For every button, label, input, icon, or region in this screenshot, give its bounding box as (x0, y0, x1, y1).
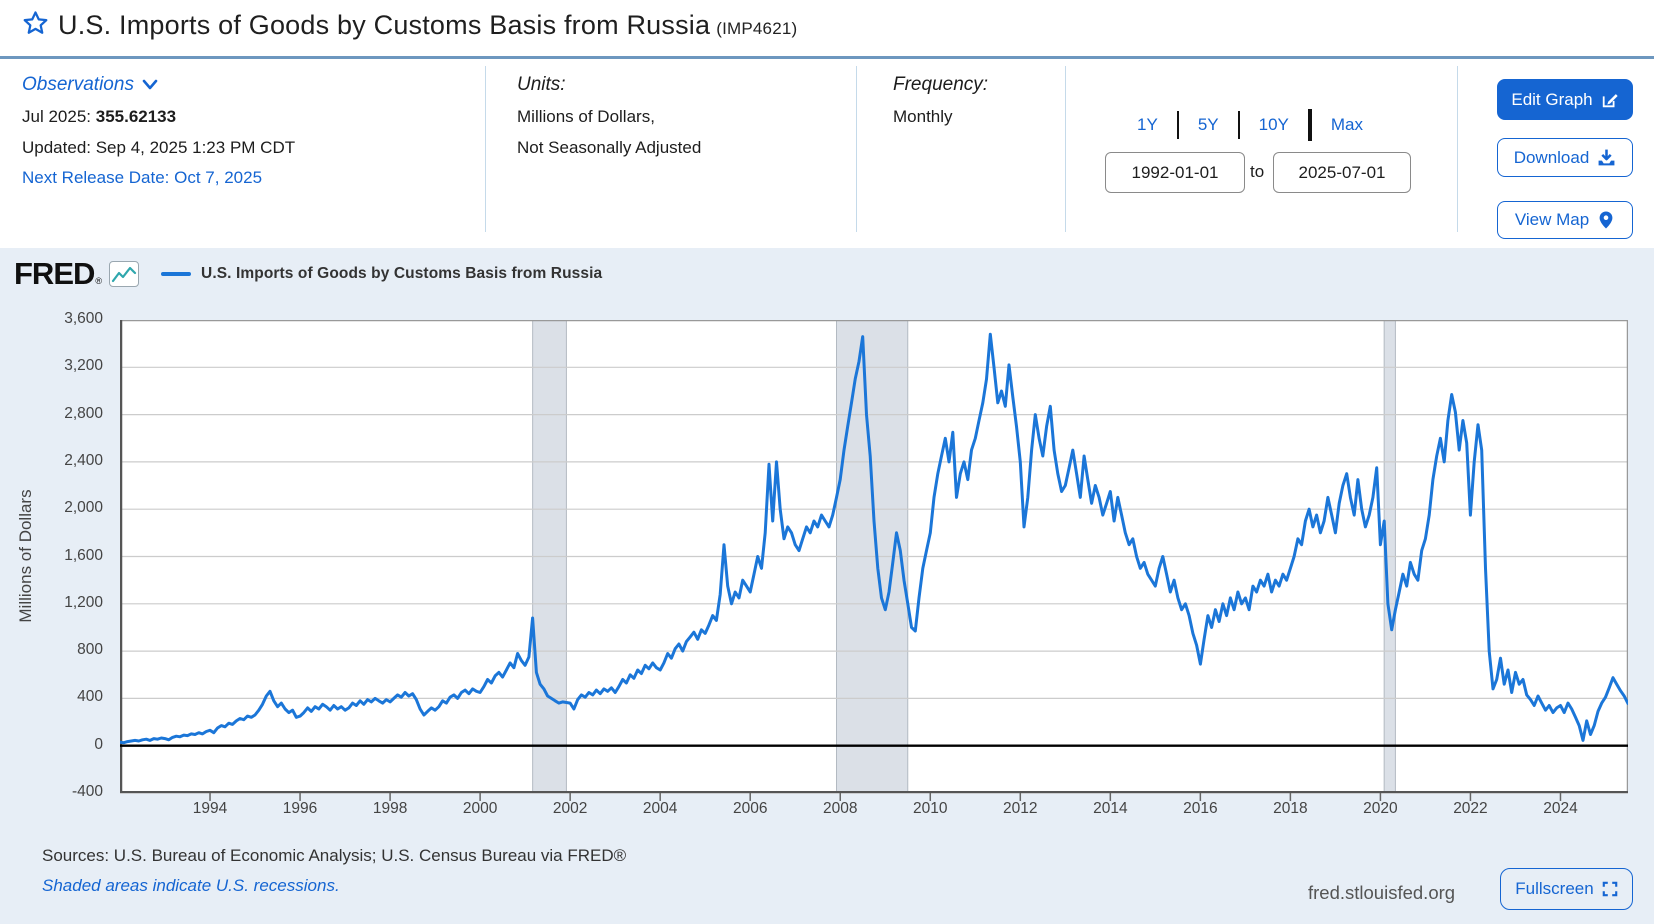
y-axis-tick-label: 800 (77, 641, 103, 659)
y-axis-tick-label: -400 (71, 783, 103, 800)
x-axis-tick-label: 2006 (732, 800, 768, 817)
units-label: Units: (517, 74, 566, 95)
series-legend-swatch (161, 272, 192, 276)
y-axis-tick-label: 1,200 (64, 593, 103, 611)
download-button[interactable]: Download (1497, 138, 1633, 177)
edit-graph-button[interactable]: Edit Graph (1497, 79, 1633, 120)
x-axis-tick-label: 2024 (1543, 800, 1578, 817)
favorite-star-icon[interactable] (22, 10, 49, 42)
end-date-input[interactable] (1273, 152, 1411, 193)
fred-logo[interactable]: FRED (14, 256, 95, 291)
next-release-link[interactable]: Next Release Date: Oct 7, 2025 (22, 168, 263, 187)
x-axis-tick-label: 1994 (192, 800, 228, 817)
map-pin-icon (1599, 211, 1613, 229)
chart-header: FRED ® U.S. Imports of Goods by Customs … (14, 256, 603, 291)
preset-separator (1176, 111, 1179, 139)
fred-chart-logo-icon (109, 261, 140, 287)
x-axis-tick-label: 1996 (282, 800, 318, 817)
x-axis-tick-label: 2004 (642, 800, 678, 817)
x-axis-tick-label: 2018 (1273, 800, 1308, 817)
x-axis-tick-label: 2022 (1453, 800, 1488, 817)
x-axis-tick-label: 2000 (462, 800, 498, 817)
series-legend-label: U.S. Imports of Goods by Customs Basis f… (201, 265, 603, 282)
range-preset-5y[interactable]: 5Y (1197, 115, 1219, 134)
range-preset-10y[interactable]: 10Y (1258, 115, 1289, 134)
edit-pencil-icon (1602, 93, 1618, 107)
x-axis-tick-label: 2020 (1363, 800, 1398, 817)
fullscreen-label: Fullscreen (1515, 879, 1594, 898)
frequency-label: Frequency: (893, 74, 989, 95)
observations-label: Observations (22, 74, 134, 95)
series-title-text: U.S. Imports of Goods by Customs Basis f… (58, 10, 711, 40)
y-axis-tick-label: 2,000 (64, 499, 103, 517)
y-axis-tick-label: 3,600 (64, 310, 103, 327)
y-axis-tick-label: 2,400 (64, 451, 103, 469)
series-id: (IMP4621) (716, 19, 798, 38)
time-series-plot[interactable] (120, 320, 1628, 802)
frequency-value: Monthly (893, 107, 953, 126)
latest-observation: Jul 2025: 355.62133 (22, 107, 176, 127)
sources-text: Sources: U.S. Bureau of Economic Analysi… (42, 846, 627, 865)
range-preset-group: 1Y 5Y 10Y Max (1100, 108, 1400, 142)
y-axis-tick-label: 1,600 (64, 546, 103, 564)
x-axis-tick-label: 2012 (1003, 800, 1038, 817)
start-date-input[interactable] (1105, 152, 1245, 193)
units-value-line1: Millions of Dollars, (517, 107, 655, 126)
y-axis-tick-label: 0 (94, 735, 103, 753)
page-title: U.S. Imports of Goods by Customs Basis f… (58, 10, 797, 41)
preset-separator (1237, 111, 1240, 139)
download-label: Download (1513, 147, 1590, 167)
column-divider (856, 66, 857, 232)
preset-separator (1307, 109, 1312, 141)
column-divider (1065, 66, 1066, 232)
fullscreen-button[interactable]: Fullscreen (1500, 868, 1633, 910)
download-icon (1598, 149, 1615, 166)
x-axis-tick-label: 1998 (372, 800, 408, 817)
chevron-down-icon (142, 79, 158, 90)
observation-value: 355.62133 (95, 107, 177, 126)
view-map-label: View Map (1514, 210, 1590, 229)
view-map-button[interactable]: View Map (1497, 201, 1633, 239)
y-axis-tick-label: 3,200 (64, 357, 103, 375)
y-axis-tick-label: 400 (77, 688, 103, 706)
fullscreen-icon (1602, 881, 1617, 897)
fred-registered-mark: ® (95, 276, 103, 286)
site-url: fred.stlouisfed.org (1308, 882, 1456, 903)
data-series-line (120, 332, 1628, 745)
range-preset-1y[interactable]: 1Y (1137, 115, 1158, 134)
observations-dropdown[interactable]: Observations (22, 74, 158, 96)
recessions-note-link[interactable]: Shaded areas indicate U.S. recessions. (42, 876, 340, 895)
y-axis-tick-label: 2,800 (64, 404, 103, 422)
date-range-to-label: to (1250, 162, 1265, 181)
x-axis-tick-label: 2016 (1183, 800, 1218, 817)
page-header: U.S. Imports of Goods by Customs Basis f… (0, 0, 1654, 56)
x-axis-tick-label: 2010 (913, 800, 948, 817)
column-divider (485, 66, 486, 232)
x-axis-tick-label: 2014 (1093, 800, 1128, 817)
updated-timestamp: Updated: Sep 4, 2025 1:23 PM CDT (22, 138, 296, 157)
chart-panel: FRED ® U.S. Imports of Goods by Customs … (0, 248, 1654, 924)
x-axis-tick-label: 2008 (822, 800, 858, 817)
range-preset-max[interactable]: Max (1330, 115, 1363, 134)
units-value-line2: Not Seasonally Adjusted (517, 138, 702, 157)
edit-graph-label: Edit Graph (1511, 89, 1593, 109)
x-axis-tick-label: 2002 (552, 800, 588, 817)
observation-date: Jul 2025: (22, 107, 91, 126)
column-divider (1457, 66, 1458, 232)
header-divider (0, 56, 1654, 59)
